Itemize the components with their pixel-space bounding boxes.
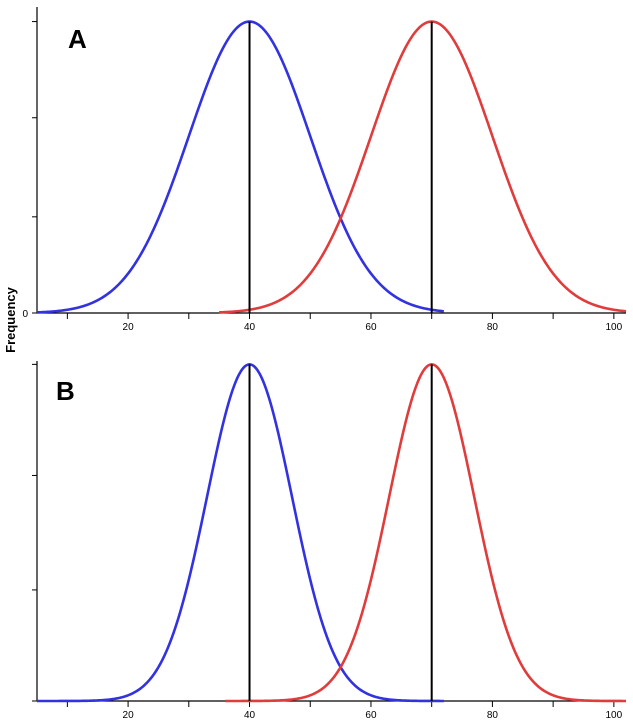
blue-distribution-curve (36, 20, 444, 314)
x-tick-label: 40 (244, 710, 256, 721)
x-tick-label: 80 (487, 322, 499, 333)
x-tick-label: 100 (606, 322, 623, 333)
x-tick-label: 20 (123, 710, 135, 721)
panel-label: A (68, 24, 87, 54)
y-axis-label: Frequency (3, 286, 18, 353)
red-distribution-curve (225, 363, 626, 703)
panel-a: A 20 40 60 80 100 0 (22, 7, 627, 333)
x-tick-label: 20 (123, 322, 135, 333)
panel-label: B (56, 376, 75, 406)
x-tick-label: 40 (244, 322, 256, 333)
x-tick-label: 60 (365, 322, 377, 333)
x-tick-label: 80 (487, 710, 499, 721)
red-distribution-curve (219, 20, 627, 314)
x-tick-label: 60 (365, 710, 377, 721)
blue-distribution-curve (37, 363, 444, 703)
y-tick-label: 0 (22, 309, 28, 320)
panel-b: B 20 40 60 80 100 (32, 361, 626, 721)
x-tick-label: 100 (606, 710, 623, 721)
